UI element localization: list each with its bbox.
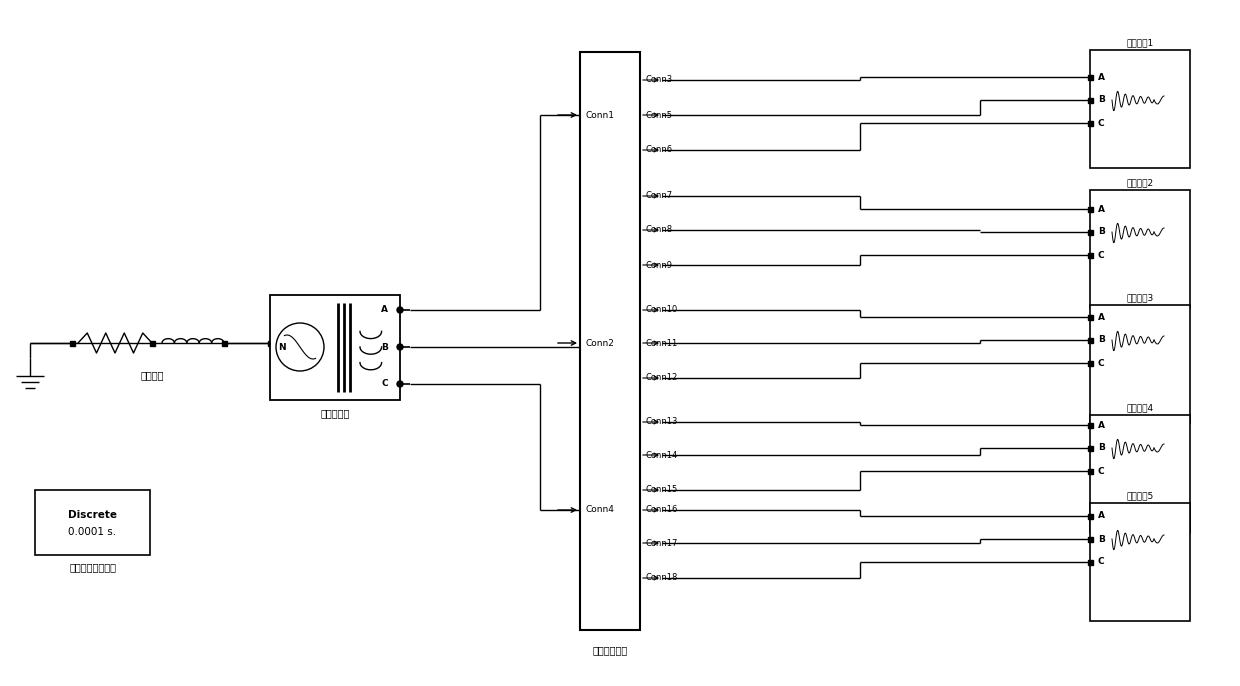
Bar (1090, 190, 1190, 308)
Text: A: A (1097, 73, 1105, 82)
Bar (1087, 206, 1092, 211)
Text: Conn18: Conn18 (645, 573, 677, 582)
Text: 三相负载3: 三相负载3 (1126, 293, 1153, 302)
Bar (1087, 121, 1092, 126)
Circle shape (397, 381, 403, 387)
Bar (1087, 361, 1092, 366)
Text: 电力系统分析模块: 电力系统分析模块 (69, 562, 117, 572)
Text: C: C (1097, 359, 1105, 368)
Bar (1090, 415, 1190, 533)
Bar (268, 340, 273, 346)
Text: 三相负载4: 三相负载4 (1126, 403, 1153, 412)
Text: B: B (1097, 335, 1105, 344)
Text: B: B (1097, 95, 1105, 104)
Bar (1087, 252, 1092, 257)
Text: 0.0001 s.: 0.0001 s. (68, 528, 117, 537)
Text: B: B (381, 342, 388, 351)
Text: Conn16: Conn16 (645, 506, 677, 514)
Text: Conn4: Conn4 (585, 506, 614, 514)
Bar (580, 52, 640, 630)
Text: B: B (1097, 228, 1105, 237)
Text: Conn13: Conn13 (645, 418, 677, 427)
Text: 三相负载1: 三相负载1 (1126, 38, 1153, 47)
Text: 消弧线圈: 消弧线圈 (140, 370, 164, 380)
Bar (1087, 230, 1092, 235)
Text: B: B (1097, 534, 1105, 543)
Text: C: C (1097, 558, 1105, 567)
Text: Conn8: Conn8 (645, 226, 672, 235)
Text: Conn12: Conn12 (645, 373, 677, 383)
Bar (150, 340, 155, 346)
Text: A: A (1097, 204, 1105, 213)
Text: Conn6: Conn6 (645, 145, 672, 154)
Text: Discrete: Discrete (68, 510, 117, 520)
Bar (1087, 514, 1092, 519)
Bar (270, 295, 401, 400)
Text: C: C (382, 379, 388, 388)
Circle shape (397, 344, 403, 350)
Text: C: C (1097, 250, 1105, 259)
Bar (222, 340, 227, 346)
Text: Conn3: Conn3 (645, 75, 672, 84)
Text: Conn15: Conn15 (645, 486, 677, 495)
Text: Conn2: Conn2 (585, 338, 614, 348)
Text: Conn9: Conn9 (645, 261, 672, 270)
Text: 三相负载2: 三相负载2 (1126, 178, 1153, 187)
Bar (1087, 445, 1092, 451)
Bar (35, 490, 150, 555)
Text: B: B (1097, 444, 1105, 453)
Bar (69, 340, 74, 346)
Text: Conn10: Conn10 (645, 305, 677, 314)
Text: 三相电压源: 三相电压源 (320, 408, 350, 418)
Bar (1087, 97, 1092, 102)
Text: C: C (1097, 466, 1105, 475)
Bar (1087, 75, 1092, 80)
Bar (1087, 536, 1092, 541)
Bar (1090, 503, 1190, 621)
Circle shape (397, 307, 403, 313)
Text: A: A (1097, 421, 1105, 429)
Text: 线路集成系统: 线路集成系统 (593, 645, 627, 655)
Bar (1087, 338, 1092, 342)
Text: A: A (381, 305, 388, 314)
Text: Conn1: Conn1 (585, 110, 614, 119)
Text: Conn7: Conn7 (645, 191, 672, 200)
Text: C: C (1097, 119, 1105, 128)
Bar (1087, 423, 1092, 427)
Bar (1090, 305, 1190, 423)
Text: Conn17: Conn17 (645, 539, 677, 547)
Bar (1087, 469, 1092, 473)
Text: Conn14: Conn14 (645, 451, 677, 460)
Text: Conn5: Conn5 (645, 110, 672, 119)
Text: N: N (278, 342, 285, 351)
Bar (1090, 50, 1190, 168)
Text: A: A (1097, 512, 1105, 521)
Bar (1087, 560, 1092, 565)
Text: A: A (1097, 313, 1105, 322)
Text: 三相负载5: 三相负载5 (1126, 491, 1153, 500)
Text: Conn11: Conn11 (645, 338, 677, 348)
Bar (1087, 314, 1092, 320)
